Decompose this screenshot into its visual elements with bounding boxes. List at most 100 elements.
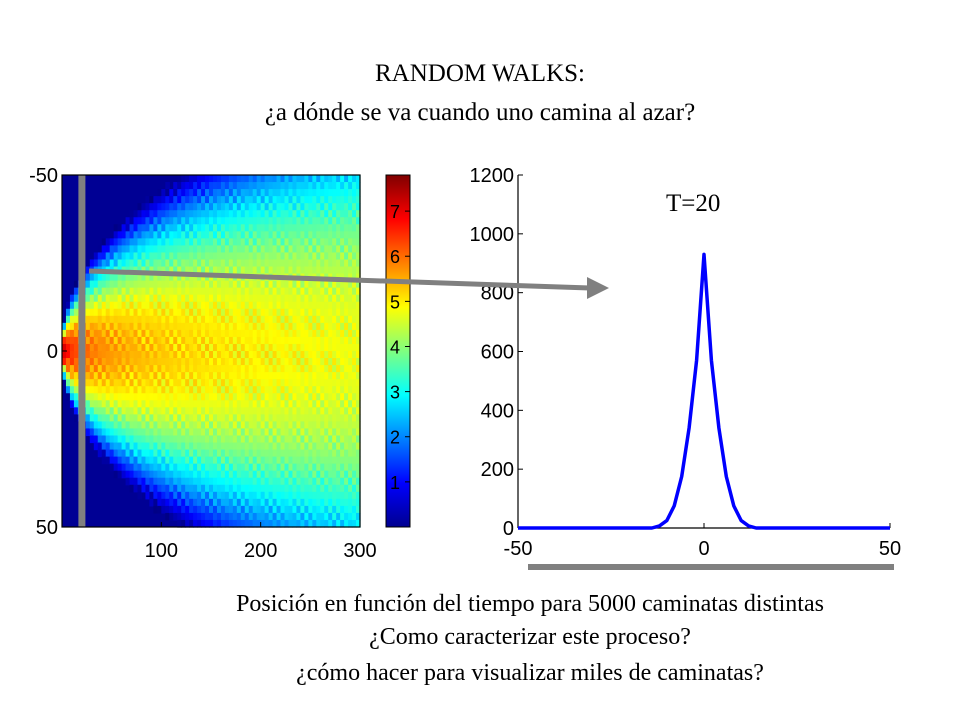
heatmap-cell — [232, 386, 238, 394]
heatmap-cell — [252, 491, 258, 500]
heatmap-cell — [264, 379, 270, 387]
heatmap-cell — [252, 196, 258, 204]
heatmap-cell — [280, 379, 286, 387]
heatmap-cell — [348, 280, 353, 289]
heatmap-cell — [316, 308, 321, 317]
heatmap-cell — [145, 484, 151, 493]
heatmap-cell — [340, 386, 345, 394]
heatmap-cell — [220, 252, 226, 261]
heatmap-cell — [157, 287, 162, 296]
heatmap-cell — [161, 386, 166, 394]
heatmap-cell — [228, 421, 234, 430]
heatmap-cell — [312, 400, 317, 408]
heatmap-cell — [157, 393, 162, 401]
heatmap-cell — [308, 322, 313, 331]
heatmap-cell — [193, 273, 198, 282]
heatmap-cell — [232, 301, 238, 310]
heatmap-cell — [228, 252, 234, 261]
heatmap-cell — [125, 336, 131, 345]
heatmap-cell — [232, 512, 238, 521]
heatmap-cell — [165, 491, 170, 500]
heatmap-cell — [209, 322, 214, 331]
heatmap-cell — [276, 343, 282, 352]
heatmap-cell — [181, 414, 186, 422]
heatmap-cell — [209, 343, 214, 352]
colorbar-tick-label: 7 — [390, 202, 400, 222]
heatmap-cell — [284, 477, 290, 486]
heatmap-cell — [181, 336, 186, 345]
heatmap-cell — [264, 414, 270, 422]
heatmap-cell — [197, 301, 202, 310]
heatmap-cell — [344, 442, 349, 451]
heatmap-cell — [264, 512, 270, 521]
heatmap-cell — [276, 435, 282, 444]
heatmap-cell — [356, 238, 361, 246]
heatmap-cell — [312, 407, 317, 415]
heatmap-cell — [276, 287, 282, 296]
heatmap-cell — [157, 322, 162, 331]
heatmap-cell — [125, 379, 131, 387]
heatmap-cell — [292, 210, 298, 218]
heatmap-cell — [280, 442, 286, 451]
heatmap-cell — [173, 491, 178, 500]
heatmap-cell — [228, 294, 234, 303]
heatmap-cell — [157, 245, 162, 254]
heatmap-cell — [193, 336, 198, 345]
heatmap-cell — [276, 365, 282, 373]
heatmap-cell — [224, 182, 230, 190]
heatmap-cell — [240, 456, 246, 465]
heatmap-cell — [149, 351, 154, 359]
heatmap-cell — [85, 301, 91, 310]
heatmap-cell — [161, 189, 166, 197]
heatmap-cell — [161, 421, 166, 430]
heatmap-cell — [272, 308, 278, 317]
heatmap-cell — [244, 287, 250, 296]
heatmap-cell — [284, 463, 290, 472]
heatmap-cell — [101, 379, 107, 387]
heatmap-cell — [109, 336, 115, 345]
heatmap-cell — [224, 203, 230, 211]
heatmap-cell — [284, 519, 290, 528]
heatmap-cell — [228, 203, 234, 211]
heatmap-cell — [328, 407, 333, 415]
heatmap-cell — [212, 491, 218, 500]
heatmap-cell — [272, 456, 278, 465]
heatmap-cell — [276, 351, 282, 359]
heatmap-cell — [320, 358, 325, 366]
heatmap-cell — [209, 351, 214, 359]
heatmap-cell — [244, 456, 250, 465]
heatmap-cell — [141, 435, 147, 444]
heatmap-cell — [328, 189, 333, 197]
heatmap-cell — [133, 336, 139, 345]
heatmap-cell — [356, 449, 361, 458]
heatmap-cell — [316, 463, 321, 472]
heatmap-cell — [256, 189, 262, 197]
heatmap-cell — [320, 393, 325, 401]
heatmap-cell — [129, 315, 135, 324]
heatmap-cell — [344, 252, 349, 261]
heatmap-cell — [272, 477, 278, 486]
heatmap-cell — [260, 456, 266, 465]
line-ytick-label: 200 — [481, 459, 514, 481]
heatmap-cell — [220, 428, 226, 437]
heatmap-cell — [93, 407, 99, 415]
heatmap-cell — [288, 463, 294, 472]
heatmap-cell — [161, 301, 166, 310]
heatmap-cell — [236, 358, 242, 366]
heatmap-cell — [244, 182, 250, 190]
heatmap-cell — [157, 203, 162, 211]
heatmap-cell — [197, 428, 202, 437]
heatmap-cell — [300, 336, 305, 345]
heatmap-cell — [324, 463, 329, 472]
heatmap-cell — [157, 189, 162, 197]
heatmap-cell — [197, 470, 202, 479]
heatmap-cell — [280, 449, 286, 458]
heatmap-cell — [228, 477, 234, 486]
heatmap-cell — [133, 231, 139, 239]
heatmap-cell — [328, 379, 333, 387]
heatmap-cell — [137, 365, 143, 373]
heatmap-cell — [62, 372, 67, 380]
heatmap-cell — [181, 372, 186, 380]
heatmap-cell — [256, 224, 262, 232]
